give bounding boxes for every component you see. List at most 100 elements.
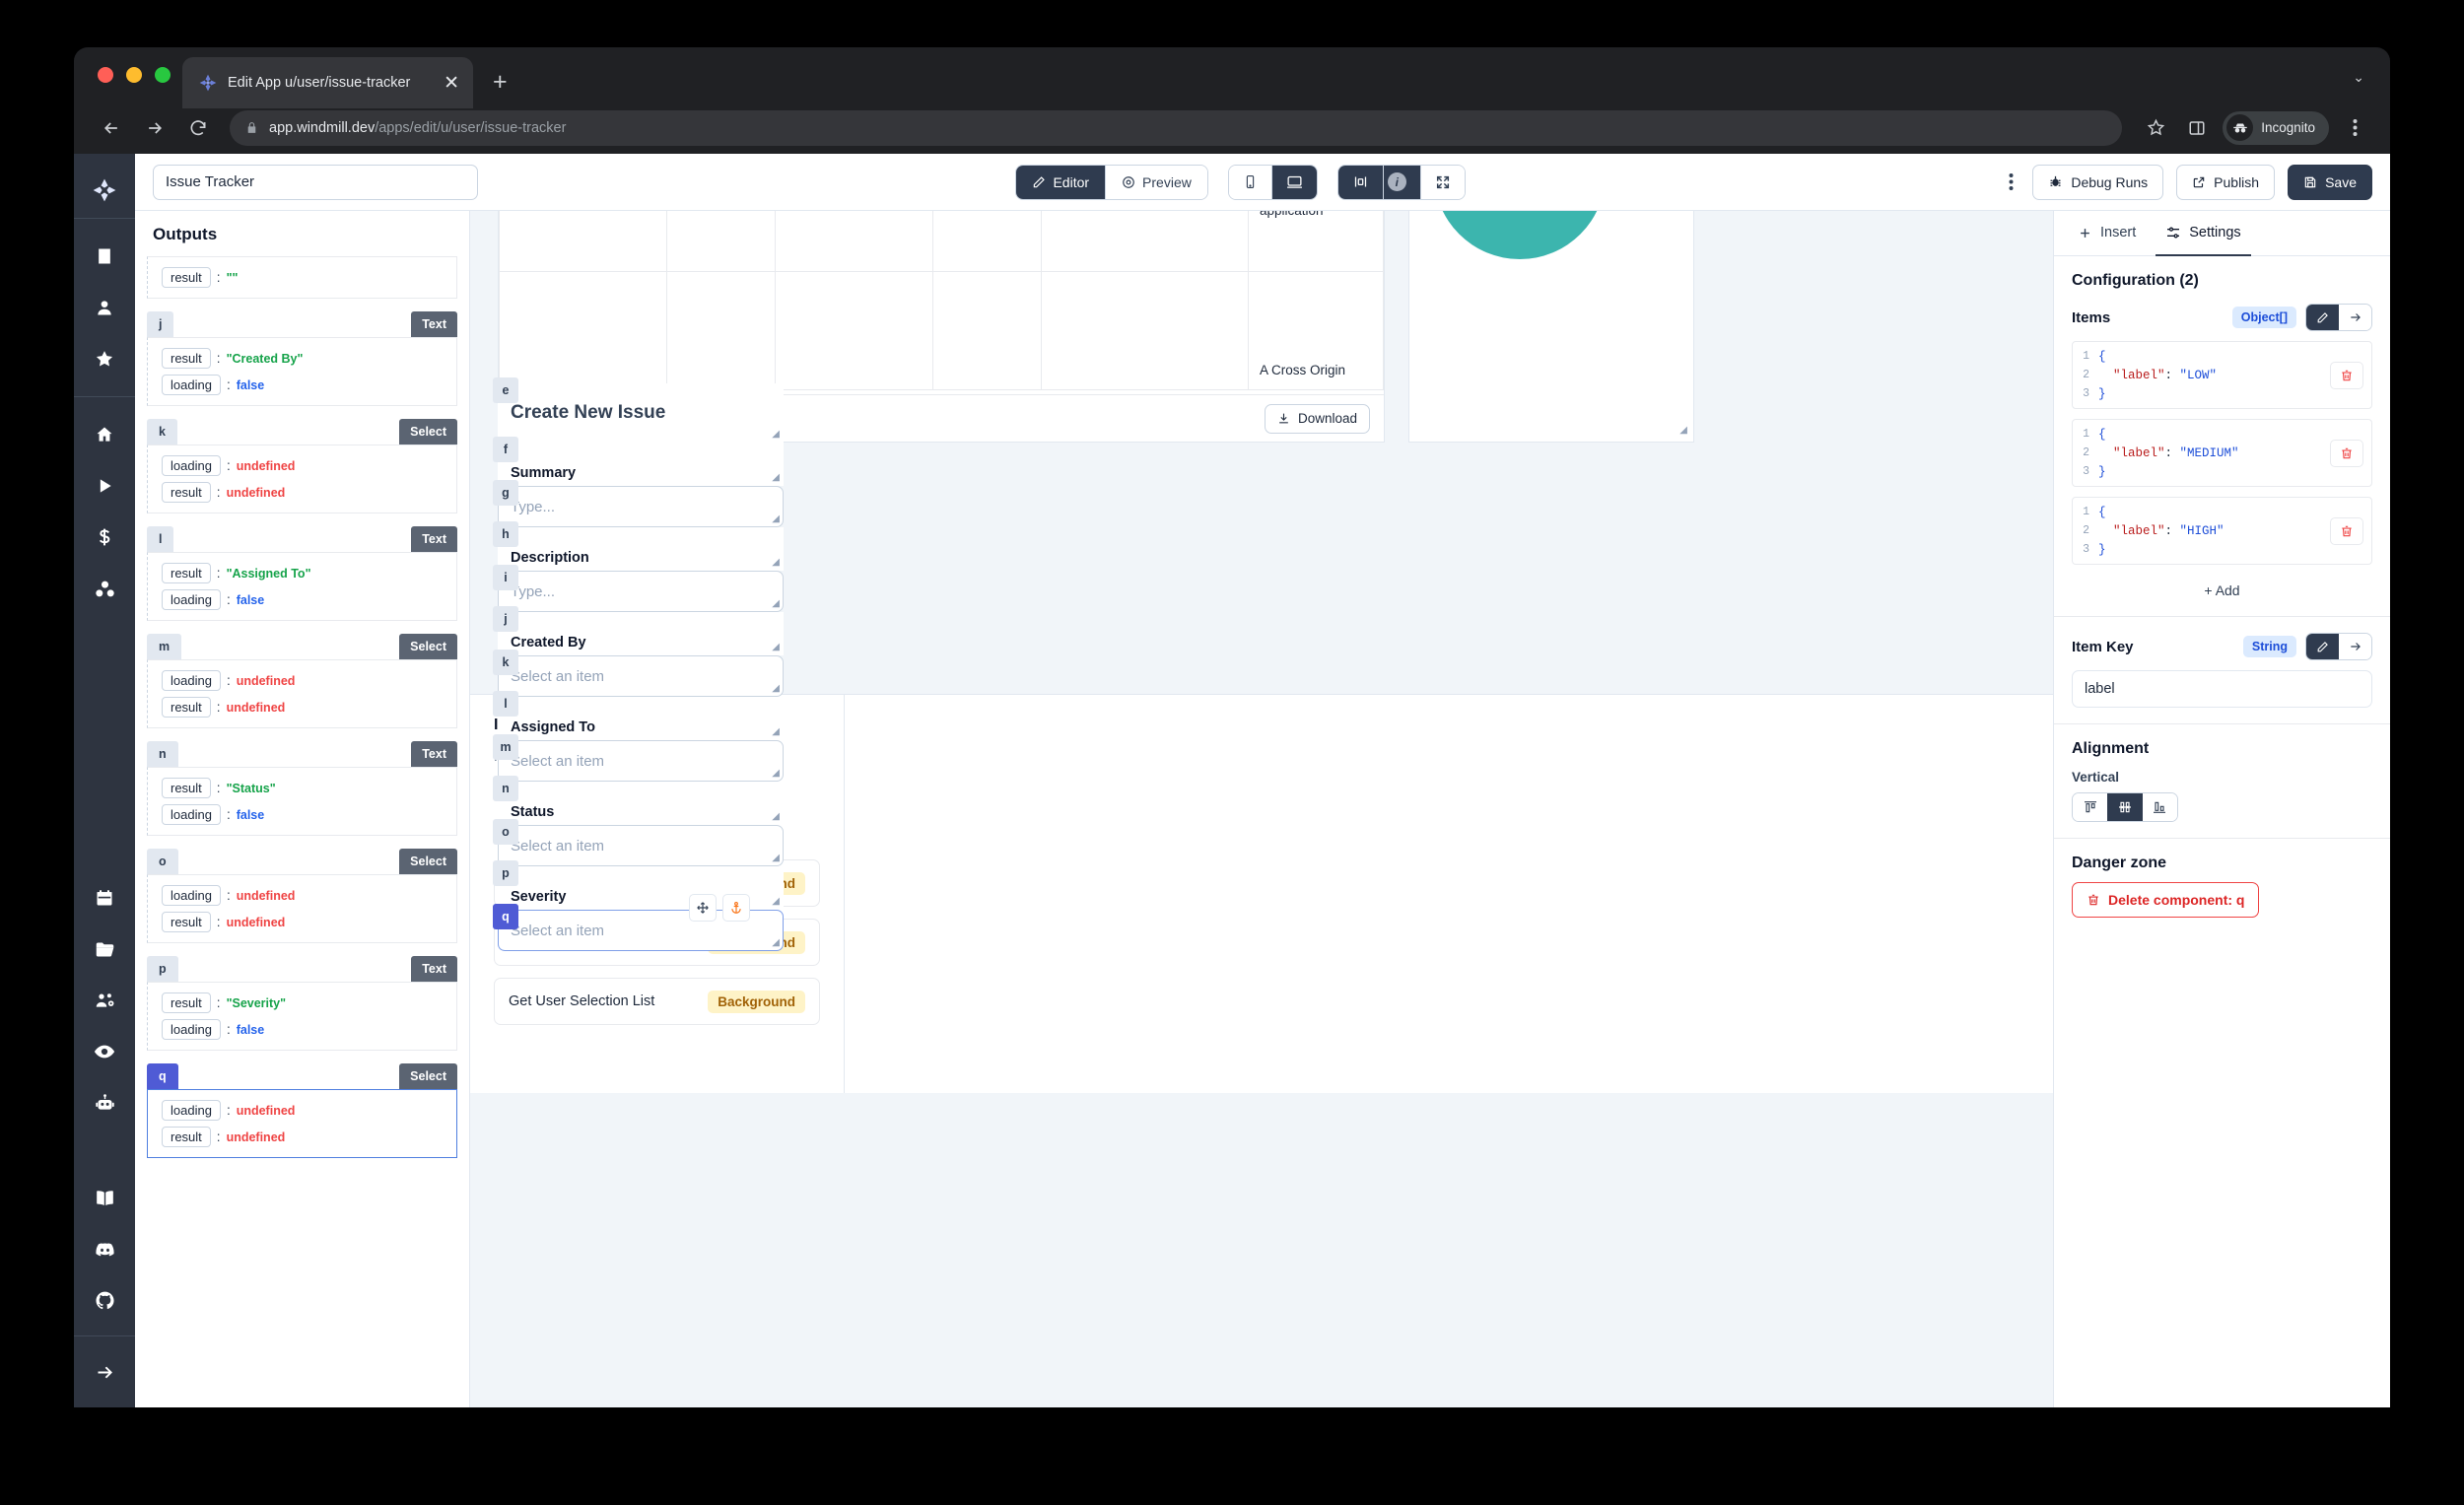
form-heading-component[interactable]: e Create New Issue ◢	[493, 377, 784, 443]
toggle-outputs-button[interactable]	[1337, 165, 1384, 199]
close-tab-icon[interactable]: ✕	[444, 72, 459, 94]
forward-arrow-icon[interactable]	[137, 110, 172, 146]
output-card-id[interactable]: l	[147, 526, 174, 552]
component-id-badge[interactable]: q	[493, 904, 518, 929]
output-card[interactable]: o Select loading: undefined result: undefined	[147, 849, 457, 943]
background-script-row[interactable]: Get User Selection List Background	[494, 978, 820, 1025]
tab-settings[interactable]: Settings	[2156, 211, 2251, 256]
kebab-menu-icon[interactable]	[2339, 112, 2370, 144]
form-field-input[interactable]: Select an item ◢	[498, 655, 784, 697]
component-id-badge[interactable]: h	[493, 521, 518, 547]
viewport-mobile-button[interactable]	[1228, 165, 1272, 199]
form-label-box[interactable]: Status ◢	[498, 782, 784, 825]
items-mode-toggle[interactable]	[2305, 304, 2372, 331]
move-handle-icon[interactable]	[689, 894, 717, 922]
download-button[interactable]: Download	[1264, 403, 1370, 434]
side-panel-icon[interactable]	[2181, 112, 2213, 144]
align-center-button[interactable]	[2107, 793, 2143, 821]
reload-icon[interactable]	[180, 110, 216, 146]
user-icon[interactable]	[74, 282, 135, 333]
new-tab-icon[interactable]: +	[493, 68, 508, 96]
editor-preview-toggle[interactable]: Editor Preview	[1015, 164, 1208, 200]
viewport-desktop-button[interactable]	[1271, 165, 1317, 199]
windmill-logo-icon[interactable]	[74, 162, 135, 219]
component-id-badge[interactable]: e	[493, 377, 518, 403]
component-id-badge[interactable]: o	[493, 819, 518, 845]
form-input-component[interactable]: k Select an item ◢	[493, 650, 784, 697]
form-label-box[interactable]: Assigned To ◢	[498, 697, 784, 740]
component-id-badge[interactable]: p	[493, 860, 518, 886]
resources-icon[interactable]	[74, 563, 135, 614]
delete-item-button[interactable]	[2330, 439, 2363, 467]
item-json-editor[interactable]: 1{2 "label": "LOW" 3}	[2072, 341, 2372, 409]
save-button[interactable]: Save	[2288, 164, 2372, 200]
minimize-window-button[interactable]	[126, 67, 142, 83]
form-label-component[interactable]: j Created By ◢	[493, 606, 784, 655]
form-label-box[interactable]: Created By ◢	[498, 612, 784, 655]
component-id-badge[interactable]: j	[493, 606, 518, 632]
form-input-component[interactable]: o Select an item ◢	[493, 819, 784, 866]
output-card[interactable]: k Select loading: undefined result: undefined	[147, 419, 457, 513]
form-input-component[interactable]: i Type... ◢	[493, 565, 784, 612]
output-card-id[interactable]: n	[147, 741, 178, 767]
resize-grip-icon[interactable]: ◢	[772, 726, 780, 737]
groups-icon[interactable]	[74, 975, 135, 1026]
tab-insert[interactable]: Insert	[2068, 211, 2146, 256]
resize-grip-icon[interactable]: ◢	[772, 642, 780, 652]
viewport-toggle[interactable]	[1227, 164, 1318, 200]
form-label-box[interactable]: Summary ◢	[498, 443, 784, 486]
form-label-component[interactable]: f Summary ◢	[493, 437, 784, 486]
item-json-editor[interactable]: 1{2 "label": "HIGH" 3}	[2072, 497, 2372, 565]
resize-grip-icon[interactable]: ◢	[772, 937, 780, 948]
form-input-component[interactable]: q Select an item ◢	[493, 894, 784, 951]
robot-icon[interactable]	[74, 1077, 135, 1129]
close-window-button[interactable]	[98, 67, 113, 83]
home-icon[interactable]	[74, 409, 135, 460]
folder-icon[interactable]	[74, 924, 135, 975]
output-card[interactable]: p Text result: "Severity" loading: false	[147, 956, 457, 1051]
output-card[interactable]: q Select loading: undefined result: undefined	[147, 1063, 457, 1158]
debug-runs-button[interactable]: Debug Runs	[2032, 164, 2164, 200]
connect-mode-arrow-icon[interactable]	[2339, 305, 2371, 330]
profile-incognito-chip[interactable]: Incognito	[2223, 110, 2329, 145]
component-id-badge[interactable]: l	[493, 691, 518, 717]
tab-preview[interactable]: Preview	[1106, 165, 1207, 199]
github-icon[interactable]	[74, 1274, 135, 1326]
output-card-id[interactable]: o	[147, 849, 178, 874]
more-options-icon[interactable]	[2003, 172, 2019, 191]
form-label-component[interactable]: n Status ◢	[493, 776, 784, 825]
output-card-id[interactable]: q	[147, 1063, 178, 1089]
component-id-badge[interactable]: i	[493, 565, 518, 590]
output-card[interactable]: m Select loading: undefined result: undefined	[147, 634, 457, 728]
table-row[interactable]: 8ded- 5fd0f7d5c3c2 component 25T16:13:53…	[499, 211, 1384, 272]
book-icon[interactable]	[74, 1172, 135, 1223]
component-handles[interactable]	[689, 894, 750, 922]
resize-grip-icon[interactable]: ◢	[772, 472, 780, 483]
json-code-block[interactable]: 1{2 "label": "MEDIUM" 3}	[2072, 419, 2372, 487]
align-bottom-button[interactable]	[2142, 793, 2177, 821]
component-id-badge[interactable]: m	[493, 734, 518, 760]
info-badge-icon[interactable]: i	[1383, 165, 1421, 199]
item-key-input[interactable]	[2072, 670, 2372, 708]
pie-chart-component[interactable]: ◢	[1408, 211, 1694, 443]
form-field-input[interactable]: Type... ◢	[498, 571, 784, 612]
resize-grip-icon[interactable]: ◢	[772, 768, 780, 779]
eye-icon[interactable]	[74, 1026, 135, 1077]
chevron-down-icon[interactable]: ⌄	[2353, 69, 2364, 85]
form-label-box[interactable]: Description ◢	[498, 527, 784, 571]
dollar-icon[interactable]	[74, 512, 135, 563]
resize-grip-icon[interactable]: ◢	[772, 896, 780, 907]
form-field-input[interactable]: Select an item ◢	[498, 825, 784, 866]
align-top-button[interactable]	[2073, 793, 2108, 821]
form-label-component[interactable]: l Assigned To ◢	[493, 691, 784, 740]
browser-tab[interactable]: Edit App u/user/issue-tracker ✕	[182, 57, 473, 108]
fullscreen-button[interactable]	[1420, 165, 1465, 199]
output-card-partial[interactable]: result : ""	[147, 256, 457, 299]
alignment-vertical-group[interactable]	[2072, 792, 2178, 822]
edit-mode-pencil-icon[interactable]	[2306, 634, 2339, 659]
delete-item-button[interactable]	[2330, 516, 2363, 545]
output-card-id[interactable]: k	[147, 419, 177, 445]
resize-grip-icon[interactable]: ◢	[772, 429, 780, 440]
item-json-editor[interactable]: 1{2 "label": "MEDIUM" 3}	[2072, 419, 2372, 487]
output-card-id[interactable]: m	[147, 634, 182, 659]
